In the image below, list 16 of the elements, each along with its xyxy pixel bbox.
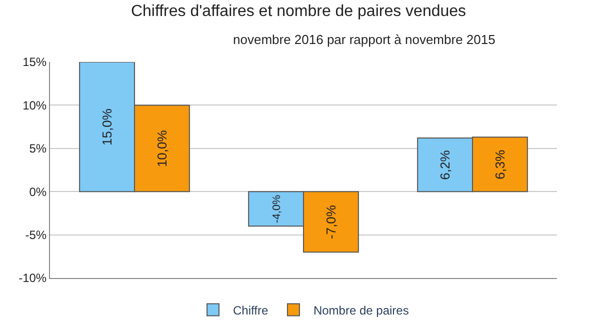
y-tick-label: 5% xyxy=(29,142,47,156)
data-label: -4,0% xyxy=(270,194,283,224)
chart-subtitle: novembre 2016 par rapport à novembre 2015 xyxy=(233,32,496,47)
chart-title: Chiffres d'affaires et nombre de paires vendues xyxy=(130,3,466,20)
y-tick-label: 10% xyxy=(22,98,47,112)
data-label: 6,2% xyxy=(438,150,453,180)
data-label: -7,0% xyxy=(323,204,338,240)
data-label: 10,0% xyxy=(154,130,170,168)
data-label: 6,3% xyxy=(492,149,508,180)
y-tick-label: 0% xyxy=(29,184,47,199)
y-tick-label: -5% xyxy=(25,228,47,242)
y-tick-label: -10% xyxy=(18,271,47,286)
data-label: 15,0% xyxy=(100,108,115,146)
legend-label: Chiffre xyxy=(233,303,268,318)
y-tick-label: 15% xyxy=(22,55,47,70)
legend-label: Nombre de paires xyxy=(313,303,409,318)
